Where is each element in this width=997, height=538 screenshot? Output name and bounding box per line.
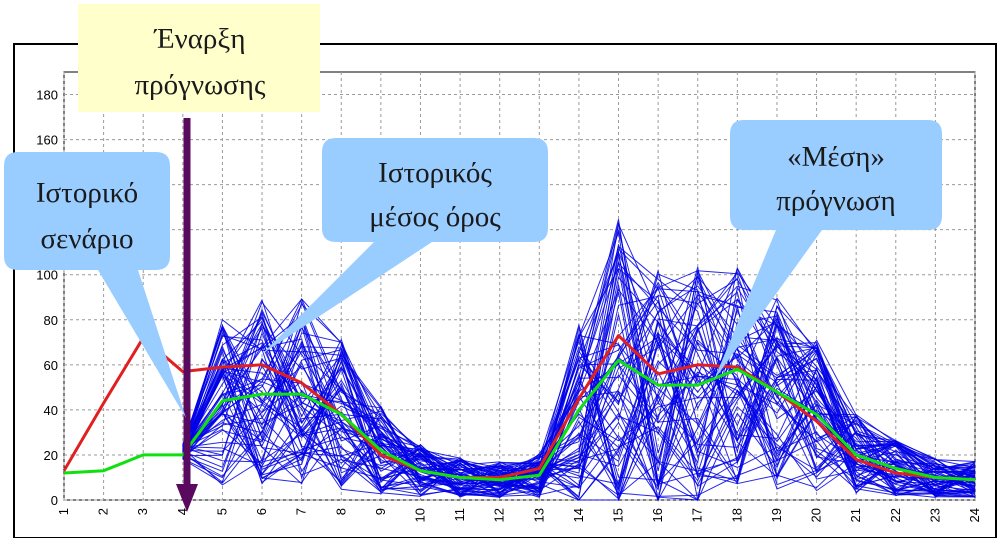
x-tick-label: 7 [294,508,309,515]
forecast-start-arrow [176,118,198,512]
x-tick-label: 8 [333,508,348,515]
x-tick-label: 18 [729,508,744,522]
x-tick-label: 14 [571,508,586,522]
ensemble-trace [182,305,976,501]
bubble-historical-scenario [4,152,186,418]
x-tick-label: 6 [254,508,269,515]
x-tick-label: 15 [611,508,626,522]
ensemble-trace [182,320,976,496]
ensemble-trace [182,301,976,489]
callout-historical-mean-line-1: Ιστορικός [378,157,492,189]
x-tick-label: 2 [96,508,111,515]
y-tick-label: 100 [36,268,58,283]
callout-mean-forecast-line-2: πρόγνωση [776,185,895,217]
x-tick-label: 1 [56,508,71,515]
callout-historical-mean-line-2: μέσος όρος [369,201,501,233]
callout-mean-forecast-line-1: «Μέση» [787,141,885,173]
ensemble-trace [182,294,976,494]
x-tick-label: 12 [492,508,507,522]
series-lines [62,334,976,482]
x-tick-label: 16 [650,508,665,522]
callout-historical-scenario-line-2: σενάριο [41,223,134,255]
ensemble-trace [182,268,976,494]
x-tick-label: 17 [690,508,705,522]
bubble-historical-mean [262,138,548,354]
note-line-2: πρόγνωσης [135,69,266,101]
x-tick-label: 20 [809,508,824,522]
y-tick-label: 60 [44,358,58,373]
x-tick-label: 5 [214,508,229,515]
x-tick-label: 11 [452,508,467,522]
bubble-mean-forecast [714,120,942,380]
y-tick-label: 0 [51,493,58,508]
x-tick-label: 13 [531,508,546,522]
historical-mean-line [63,358,976,482]
x-tick-label: 19 [769,508,784,522]
ensemble-trace [182,222,976,490]
arrow-head [176,484,198,512]
x-tick-label: 21 [848,508,863,522]
y-tick-label: 180 [36,88,58,103]
ensemble-trace [182,267,976,498]
ensemble-trace [182,316,976,497]
forecast-start-note: Έναρξη πρόγνωσης [78,4,320,112]
scenario-line [62,334,976,482]
ensemble-trace [182,278,976,496]
ensemble-trace [182,254,976,496]
ensemble-trace [182,276,976,494]
y-tick-label: 20 [44,448,58,463]
ensemble-trace [182,356,976,491]
ensemble-trace [182,222,976,493]
x-tick-label: 4 [175,508,190,515]
x-tick-label: 3 [135,508,150,515]
callout-historical-mean: Ιστορικός μέσος όρος [262,138,548,354]
callout-historical-scenario: Ιστορικό σενάριο [4,152,186,418]
x-tick-label: 24 [967,508,982,522]
y-tick-label: 80 [44,313,58,328]
note-box [78,4,320,112]
ensemble-trace [182,281,976,494]
ensemble-trace [182,262,976,492]
ensemble-trace [182,291,976,493]
x-tick-label: 9 [373,508,388,515]
y-tick-label: 40 [44,403,58,418]
callout-historical-scenario-line-1: Ιστορικό [36,177,138,209]
y-tick-label: 160 [36,133,58,148]
ensemble-trace [182,266,976,501]
x-tick-label: 22 [888,508,903,522]
note-line-1: Έναρξη [153,23,246,55]
x-tick-label: 23 [927,508,942,522]
x-tick-label: 10 [412,508,427,522]
callout-mean-forecast: «Μέση» πρόγνωση [714,120,942,380]
ensemble-trace [182,331,976,502]
